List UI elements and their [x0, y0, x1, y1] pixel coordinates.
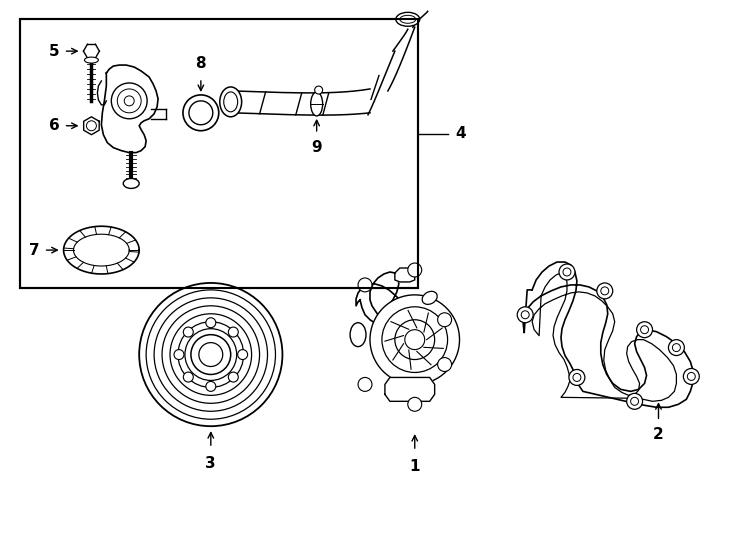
Circle shape: [687, 373, 695, 380]
Circle shape: [87, 121, 96, 131]
Circle shape: [395, 320, 435, 360]
Circle shape: [382, 307, 448, 373]
Circle shape: [228, 372, 239, 382]
Polygon shape: [233, 89, 370, 115]
Circle shape: [117, 89, 141, 113]
Text: 3: 3: [206, 456, 216, 471]
Circle shape: [636, 322, 653, 338]
Circle shape: [408, 397, 422, 411]
Ellipse shape: [123, 179, 139, 188]
Circle shape: [184, 372, 193, 382]
Circle shape: [170, 314, 252, 395]
Circle shape: [672, 343, 680, 352]
Circle shape: [184, 327, 193, 337]
Circle shape: [573, 374, 581, 381]
Polygon shape: [393, 11, 428, 51]
Polygon shape: [368, 27, 415, 115]
Text: 8: 8: [195, 56, 206, 71]
Circle shape: [627, 393, 642, 409]
Polygon shape: [356, 272, 429, 347]
Circle shape: [162, 306, 260, 403]
Circle shape: [669, 340, 684, 355]
Circle shape: [631, 397, 639, 406]
Polygon shape: [523, 262, 694, 407]
Text: 6: 6: [49, 118, 59, 133]
Circle shape: [199, 342, 222, 367]
Circle shape: [597, 283, 613, 299]
Circle shape: [601, 287, 608, 295]
Circle shape: [563, 268, 571, 276]
Polygon shape: [64, 226, 139, 274]
Circle shape: [206, 381, 216, 391]
Circle shape: [189, 101, 213, 125]
Circle shape: [124, 96, 134, 106]
Circle shape: [206, 318, 216, 328]
Text: 9: 9: [311, 140, 322, 155]
Bar: [20, 19, 418, 288]
Text: 7: 7: [29, 242, 40, 258]
Circle shape: [358, 278, 372, 292]
Circle shape: [370, 295, 459, 384]
Circle shape: [112, 83, 147, 119]
Circle shape: [641, 326, 649, 334]
Bar: [20, 19, 418, 288]
Circle shape: [146, 290, 275, 419]
Circle shape: [437, 313, 451, 327]
Circle shape: [521, 311, 529, 319]
Ellipse shape: [396, 12, 420, 26]
Circle shape: [174, 349, 184, 360]
Circle shape: [315, 86, 323, 94]
Polygon shape: [385, 377, 435, 401]
Polygon shape: [101, 65, 158, 153]
Text: 1: 1: [410, 459, 420, 474]
Circle shape: [228, 327, 239, 337]
Circle shape: [139, 283, 283, 426]
Circle shape: [408, 263, 422, 277]
Polygon shape: [84, 117, 99, 134]
Circle shape: [517, 307, 533, 323]
Ellipse shape: [224, 92, 238, 112]
Ellipse shape: [400, 15, 415, 23]
Text: 2: 2: [653, 427, 664, 442]
Ellipse shape: [310, 92, 323, 116]
Circle shape: [238, 349, 247, 360]
Ellipse shape: [84, 57, 98, 63]
Ellipse shape: [219, 87, 241, 117]
Circle shape: [183, 95, 219, 131]
Circle shape: [185, 329, 236, 380]
Ellipse shape: [422, 292, 437, 305]
Circle shape: [154, 298, 267, 411]
Text: 5: 5: [49, 44, 59, 59]
Text: 4: 4: [456, 126, 466, 141]
Circle shape: [358, 377, 372, 392]
Circle shape: [437, 357, 451, 372]
Circle shape: [191, 335, 230, 374]
Circle shape: [569, 369, 585, 386]
Circle shape: [405, 330, 425, 349]
Circle shape: [178, 322, 244, 387]
Ellipse shape: [350, 323, 366, 347]
Polygon shape: [395, 268, 415, 282]
Circle shape: [559, 264, 575, 280]
Circle shape: [683, 368, 700, 384]
